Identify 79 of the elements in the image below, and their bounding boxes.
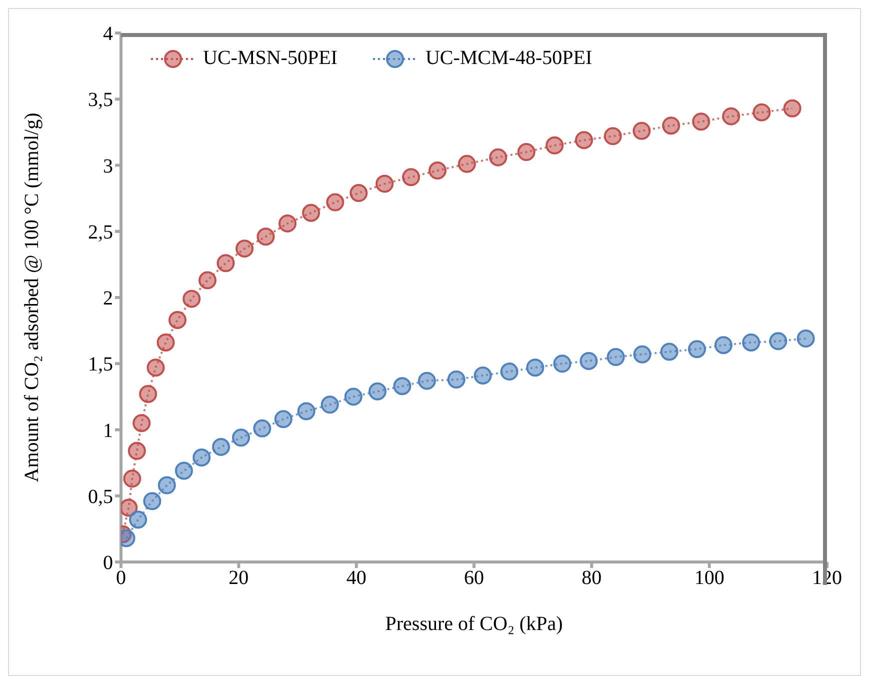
point <box>447 370 466 388</box>
y-tick-label: 0 <box>103 552 113 574</box>
point <box>350 184 368 202</box>
point <box>232 428 250 447</box>
point <box>580 352 598 370</box>
x-tick-label: 40 <box>346 567 366 590</box>
point <box>393 377 412 396</box>
point <box>714 336 732 354</box>
point <box>796 329 815 348</box>
point <box>212 438 230 456</box>
point <box>428 162 447 180</box>
point <box>692 112 710 131</box>
y-tick-label: 2 <box>103 288 113 310</box>
point <box>326 193 344 212</box>
point <box>376 174 394 193</box>
point <box>344 388 362 406</box>
point <box>158 476 176 494</box>
point <box>174 462 193 480</box>
point <box>526 358 544 377</box>
point <box>274 410 292 428</box>
point <box>575 131 594 150</box>
legend-label: UC-MCM-48-50PEI <box>425 47 592 70</box>
point <box>546 136 564 154</box>
point <box>553 354 572 373</box>
point <box>517 143 536 162</box>
point <box>216 254 235 272</box>
point <box>123 470 142 488</box>
x-tick-label: 60 <box>464 567 484 590</box>
y-axis-title: Amount of CO₂ adsorbed @ 100 °C (mmol/g) <box>21 112 44 482</box>
point <box>632 122 651 140</box>
point <box>474 366 492 385</box>
point <box>143 492 162 510</box>
point <box>368 382 387 400</box>
x-tick-label: 20 <box>228 567 249 590</box>
point <box>500 362 518 381</box>
point <box>742 333 760 352</box>
y-tick-label: 3,5 <box>88 89 113 112</box>
point <box>769 332 788 350</box>
point <box>129 510 148 529</box>
point <box>752 103 771 122</box>
point <box>146 358 165 377</box>
point <box>489 148 508 166</box>
point <box>168 310 186 329</box>
point <box>121 498 138 517</box>
point <box>660 342 678 361</box>
point <box>633 345 652 364</box>
point <box>402 168 420 186</box>
point <box>256 228 275 246</box>
point <box>128 442 146 460</box>
point <box>662 116 680 135</box>
y-tick-label: 3 <box>103 155 113 178</box>
y-tick-label: 1 <box>103 420 113 442</box>
point <box>297 402 316 420</box>
point <box>156 333 175 352</box>
point <box>132 414 151 432</box>
point <box>139 385 158 404</box>
legend-label: UC-MSN-50PEI <box>203 47 338 70</box>
point <box>253 419 272 438</box>
point <box>418 372 436 390</box>
point <box>198 271 216 290</box>
point <box>302 204 320 222</box>
point <box>688 340 706 358</box>
x-tick-label: 80 <box>582 567 602 590</box>
point <box>606 348 625 366</box>
point <box>604 127 622 146</box>
x-axis-title: Pressure of CO₂ (kPa) <box>385 613 563 635</box>
point <box>458 154 476 173</box>
point <box>722 107 740 126</box>
point <box>192 448 211 467</box>
point <box>783 99 802 118</box>
y-tick-label: 0,5 <box>88 486 113 508</box>
y-tick-label: 1,5 <box>88 354 113 376</box>
point <box>278 214 296 232</box>
point <box>182 290 201 308</box>
point <box>236 240 254 258</box>
y-tick-label: 2,5 <box>88 221 113 244</box>
x-tick-label: 100 <box>694 567 724 590</box>
y-tick-label: 4 <box>103 23 113 46</box>
point <box>320 396 339 414</box>
